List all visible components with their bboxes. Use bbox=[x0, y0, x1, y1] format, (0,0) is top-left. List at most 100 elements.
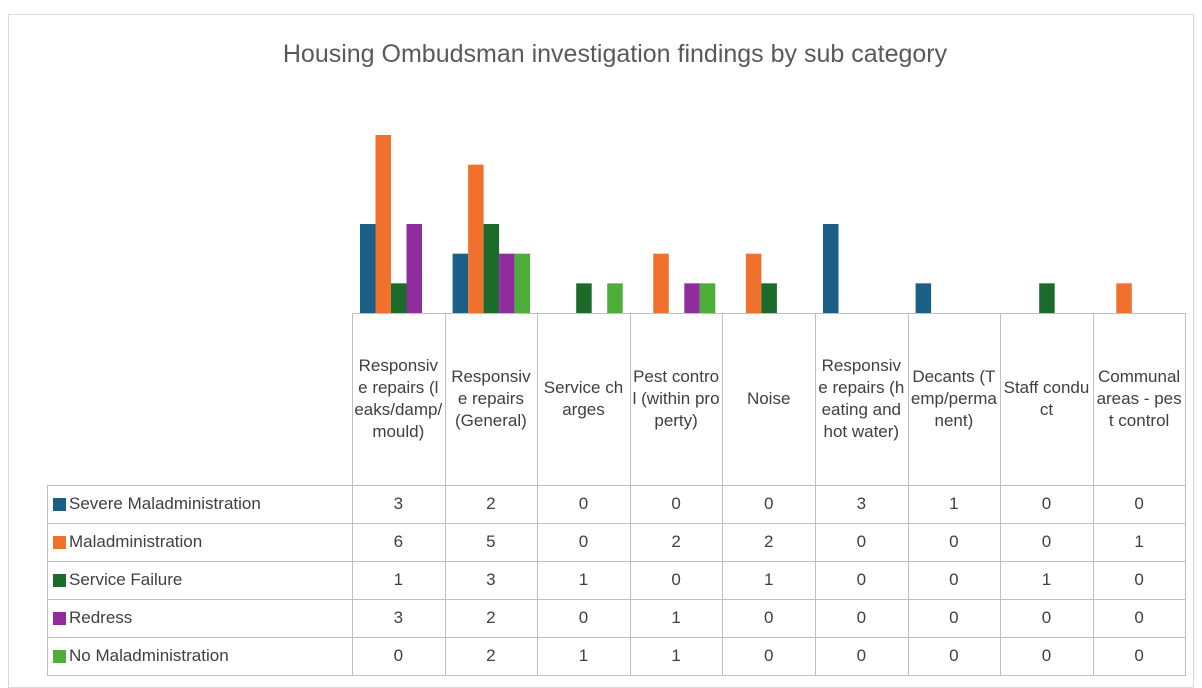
category-label: Decants (Temp/permanent) bbox=[910, 367, 997, 430]
table-value: 1 bbox=[949, 494, 959, 513]
bar bbox=[452, 253, 469, 313]
legend-entry: No Maladministration bbox=[47, 637, 352, 675]
table-line bbox=[352, 313, 1186, 314]
table-value: 0 bbox=[578, 494, 589, 513]
category-label: Staff conduct bbox=[1003, 378, 1090, 419]
table-line bbox=[537, 313, 539, 676]
bar bbox=[761, 283, 777, 313]
table-value: 0 bbox=[1041, 532, 1052, 551]
table-value: 0 bbox=[1041, 646, 1052, 665]
table-value: 5 bbox=[486, 532, 496, 551]
table-value: 1 bbox=[393, 570, 404, 589]
bar bbox=[360, 224, 376, 313]
table-value: 1 bbox=[578, 570, 589, 589]
table-value: 0 bbox=[578, 532, 589, 551]
table-line bbox=[907, 313, 909, 676]
bar bbox=[406, 224, 422, 313]
table-value: 0 bbox=[949, 532, 959, 551]
legend-entry: Severe Maladministration bbox=[47, 485, 352, 523]
table-value: 3 bbox=[856, 494, 867, 513]
legend-key bbox=[53, 573, 66, 587]
table-line bbox=[47, 599, 1186, 600]
table-line bbox=[815, 313, 816, 676]
legend-key bbox=[53, 611, 66, 625]
table-value: 3 bbox=[393, 494, 404, 513]
table-line bbox=[1185, 313, 1187, 676]
table-value: 0 bbox=[671, 570, 681, 589]
table-line bbox=[629, 313, 631, 676]
table-value: 1 bbox=[671, 646, 681, 665]
table-value: 0 bbox=[578, 608, 589, 627]
category-label: Service charges bbox=[543, 378, 624, 419]
bar bbox=[483, 224, 500, 313]
category-label: Noise bbox=[746, 389, 791, 408]
table-value: 1 bbox=[671, 608, 681, 627]
table-value: 1 bbox=[763, 570, 774, 589]
category-label: Responsive repairs (leaks/damp/mould) bbox=[354, 356, 443, 441]
legend-label: Severe Maladministration bbox=[69, 494, 261, 513]
table-value: 0 bbox=[763, 646, 774, 665]
table-line bbox=[47, 485, 48, 675]
table-line bbox=[1000, 313, 1002, 676]
category-label: Communal areas - pest control bbox=[1096, 367, 1182, 430]
bar bbox=[653, 253, 669, 313]
bar bbox=[699, 283, 716, 313]
table-value: 0 bbox=[671, 494, 681, 513]
bar bbox=[576, 283, 592, 313]
legend-key bbox=[53, 497, 66, 511]
table-value: 0 bbox=[856, 608, 867, 627]
table-value: 0 bbox=[1134, 608, 1144, 627]
bar bbox=[514, 253, 531, 313]
table-value: 0 bbox=[856, 646, 867, 665]
legend-key bbox=[53, 535, 66, 549]
table-line bbox=[47, 561, 1186, 562]
table-line bbox=[47, 523, 1186, 524]
table-value: 0 bbox=[949, 570, 959, 589]
bar bbox=[607, 283, 623, 313]
table-line bbox=[352, 313, 353, 676]
table-value: 0 bbox=[1134, 646, 1144, 665]
table-value: 0 bbox=[949, 608, 959, 627]
legend-label: Service Failure bbox=[69, 570, 183, 589]
table-value: 0 bbox=[1134, 570, 1144, 589]
bar bbox=[375, 135, 391, 313]
category-label: Responsive repairs (heating and hot wate… bbox=[818, 356, 905, 441]
category-label: Pest control (within property) bbox=[632, 367, 720, 430]
table-value: 6 bbox=[393, 532, 404, 551]
legend-entry: Service Failure bbox=[47, 561, 352, 599]
bar bbox=[499, 253, 515, 313]
table-line bbox=[47, 675, 1186, 676]
legend-key bbox=[53, 649, 66, 663]
table-value: 1 bbox=[1134, 532, 1144, 551]
legend-label: Redress bbox=[69, 608, 133, 627]
table-value: 1 bbox=[1041, 570, 1052, 589]
table-value: 0 bbox=[856, 532, 867, 551]
table-value: 0 bbox=[1041, 608, 1052, 627]
table-value: 0 bbox=[1041, 494, 1052, 513]
table-value: 1 bbox=[578, 646, 589, 665]
legend-label: Maladministration bbox=[69, 532, 203, 551]
bar bbox=[468, 164, 484, 313]
bar bbox=[823, 224, 839, 313]
table-value: 0 bbox=[856, 570, 867, 589]
legend-entry: Maladministration bbox=[47, 523, 352, 561]
bar bbox=[915, 283, 932, 313]
table-value: 2 bbox=[486, 646, 496, 665]
category-label: Responsive repairs (General) bbox=[451, 367, 531, 430]
table-line bbox=[47, 485, 1186, 486]
table-value: 2 bbox=[486, 494, 496, 513]
table-value: 0 bbox=[949, 646, 959, 665]
legend-label: No Maladministration bbox=[69, 646, 229, 665]
bar bbox=[1116, 283, 1132, 313]
table-line bbox=[722, 313, 724, 676]
table-line bbox=[1092, 313, 1094, 676]
table-value: 0 bbox=[763, 608, 774, 627]
table-value: 2 bbox=[763, 532, 774, 551]
bar bbox=[1039, 283, 1055, 313]
table-value: 3 bbox=[486, 570, 496, 589]
table-value: 0 bbox=[1134, 494, 1144, 513]
table-value: 3 bbox=[393, 608, 404, 627]
bar bbox=[745, 253, 762, 313]
